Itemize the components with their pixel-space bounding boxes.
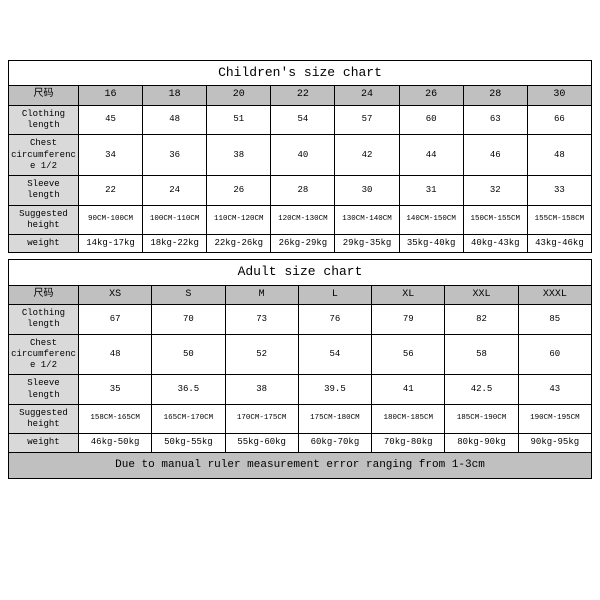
table-row: Clothing length 45 48 51 54 57 60 63 66 [9,105,592,135]
table-row: Clothing length 67 70 73 76 79 82 85 [9,305,592,335]
table-row: weight 14kg-17kg 18kg-22kg 22kg-26kg 26k… [9,235,592,253]
children-h-5: 24 [335,86,399,106]
table-row: Chest circumference 1/2 34 36 38 40 42 4… [9,135,592,176]
table-row: Suggested height 158CM-165CM 165CM-170CM… [9,404,592,434]
table-row: Sleeve length 35 36.5 38 39.5 41 42.5 43 [9,375,592,405]
row-label: weight [9,235,79,253]
children-h-0: 尺码 [9,86,79,106]
row-label: Clothing length [9,105,79,135]
children-h-6: 26 [399,86,463,106]
children-h-8: 30 [527,86,591,106]
footer-note-row: Due to manual ruler measurement error ra… [9,452,592,479]
table-row: weight 46kg-50kg 50kg-55kg 55kg-60kg 60k… [9,434,592,452]
table-row: Sleeve length 22 24 26 28 30 31 32 33 [9,176,592,206]
children-header-row: 尺码 16 18 20 22 24 26 28 30 [9,86,592,106]
row-label: Suggested height [9,205,79,235]
table-row: Chest circumference 1/2 48 50 52 54 56 5… [9,334,592,375]
children-size-table: Children's size chart 尺码 16 18 20 22 24 … [8,60,592,253]
children-h-3: 20 [207,86,271,106]
children-h-7: 28 [463,86,527,106]
adult-title: Adult size chart [9,260,592,285]
row-label: Sleeve length [9,176,79,206]
footer-note: Due to manual ruler measurement error ra… [9,452,592,479]
children-h-4: 22 [271,86,335,106]
children-h-1: 16 [78,86,142,106]
children-h-2: 18 [143,86,207,106]
row-label: Chest circumference 1/2 [9,135,79,176]
children-title: Children's size chart [9,61,592,86]
adult-size-table: Adult size chart 尺码 XS S M L XL XXL XXXL… [8,259,592,479]
adult-header-row: 尺码 XS S M L XL XXL XXXL [9,285,592,305]
table-row: Suggested height 90CM-100CM 100CM-110CM … [9,205,592,235]
